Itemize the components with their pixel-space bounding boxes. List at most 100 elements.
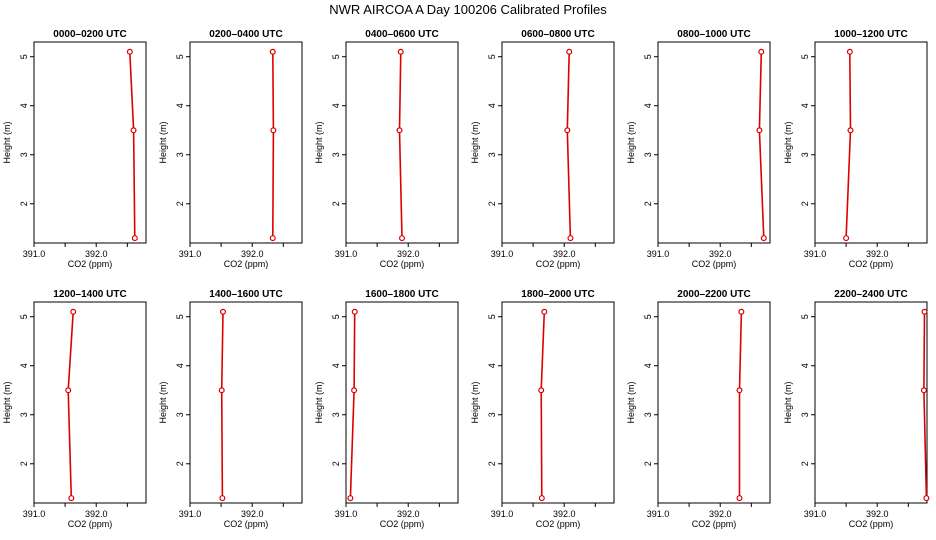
x-tick-label: 392.0 [397,249,420,259]
plot-frame [814,301,928,504]
x-tick-label: 392.0 [866,509,889,519]
profile-line [398,51,403,239]
y-tick-label: 4 [643,363,653,368]
data-point [541,308,548,315]
data-point [351,308,358,315]
profile-line [758,51,765,239]
y-tick-label: 3 [800,412,810,417]
y-tick-label: 5 [800,314,810,319]
data-point [846,48,853,55]
x-tick-label: 391.0 [647,249,670,259]
y-tick-label: 2 [800,461,810,466]
profile-line [738,311,743,499]
x-tick-label: 392.0 [85,509,108,519]
y-axis-label: Height (m) [158,381,168,423]
y-tick-label: 2 [800,201,810,206]
panel-title: 0200–0400 UTC [209,29,282,40]
y-tick-label: 2 [175,201,185,206]
profile-line [349,311,356,499]
data-point [219,495,226,502]
y-axis-label: Height (m) [626,381,636,423]
data-point [566,48,573,55]
data-point [758,48,765,55]
panel-title: 1200–1400 UTC [53,289,126,300]
x-tick-label: 392.0 [85,249,108,259]
y-tick-label: 5 [487,314,497,319]
y-tick-label: 3 [487,412,497,417]
y-tick-label: 2 [331,461,341,466]
y-tick-label: 3 [19,152,29,157]
y-tick-label: 2 [643,461,653,466]
y-tick-label: 3 [19,412,29,417]
data-point [847,127,854,134]
panel-title: 1600–1800 UTC [365,289,438,300]
y-tick-label: 5 [643,54,653,59]
y-axis-label: Height (m) [314,381,324,423]
data-point [736,387,743,394]
y-axis-label: Height (m) [470,121,480,163]
x-axis-label: CO2 (ppm) [692,259,737,269]
plot-frame [189,41,303,244]
plot-frame [501,41,615,244]
panel-title: 1400–1600 UTC [209,289,282,300]
y-tick-label: 4 [800,363,810,368]
y-tick-label: 3 [175,412,185,417]
profile-line [67,311,74,499]
profile-line [845,51,852,239]
y-axis-label: Height (m) [783,381,793,423]
profile-line [129,51,136,239]
y-tick-label: 5 [487,54,497,59]
data-point [126,48,133,55]
x-tick-label: 391.0 [335,249,358,259]
panel-title: 0400–0600 UTC [365,29,438,40]
y-tick-label: 4 [175,363,185,368]
x-axis-label: CO2 (ppm) [68,519,113,529]
y-axis-label: Height (m) [158,121,168,163]
y-tick-label: 5 [175,314,185,319]
x-tick-label: 391.0 [491,249,514,259]
x-tick-label: 392.0 [866,249,889,259]
plot-frame [657,301,771,504]
panel-title: 1000–1200 UTC [834,29,907,40]
plot-frame [33,41,147,244]
data-point [65,387,72,394]
data-point [269,235,276,242]
data-point [219,308,226,315]
data-point [923,495,930,502]
x-tick-label: 391.0 [647,509,670,519]
data-point [564,127,571,134]
profile-line [540,311,546,499]
y-axis-label: Height (m) [314,121,324,163]
x-axis-label: CO2 (ppm) [849,519,894,529]
y-tick-label: 4 [175,103,185,108]
y-tick-label: 4 [487,103,497,108]
x-axis-label: CO2 (ppm) [536,519,581,529]
y-tick-label: 4 [331,103,341,108]
y-tick-label: 2 [643,201,653,206]
data-point [538,495,545,502]
x-tick-label: 391.0 [491,509,514,519]
data-point [270,127,277,134]
plot-frame [657,41,771,244]
y-tick-label: 4 [331,363,341,368]
figure-title: NWR AIRCOA A Day 100206 Calibrated Profi… [329,2,607,17]
data-point [269,48,276,55]
data-point [843,235,850,242]
y-tick-label: 4 [800,103,810,108]
data-point [399,235,406,242]
data-point [921,308,928,315]
plot-frame [345,41,459,244]
x-tick-label: 392.0 [241,249,264,259]
panel-title: 2200–2400 UTC [834,289,907,300]
x-axis-label: CO2 (ppm) [380,519,425,529]
y-tick-label: 5 [175,54,185,59]
y-tick-label: 2 [19,201,29,206]
